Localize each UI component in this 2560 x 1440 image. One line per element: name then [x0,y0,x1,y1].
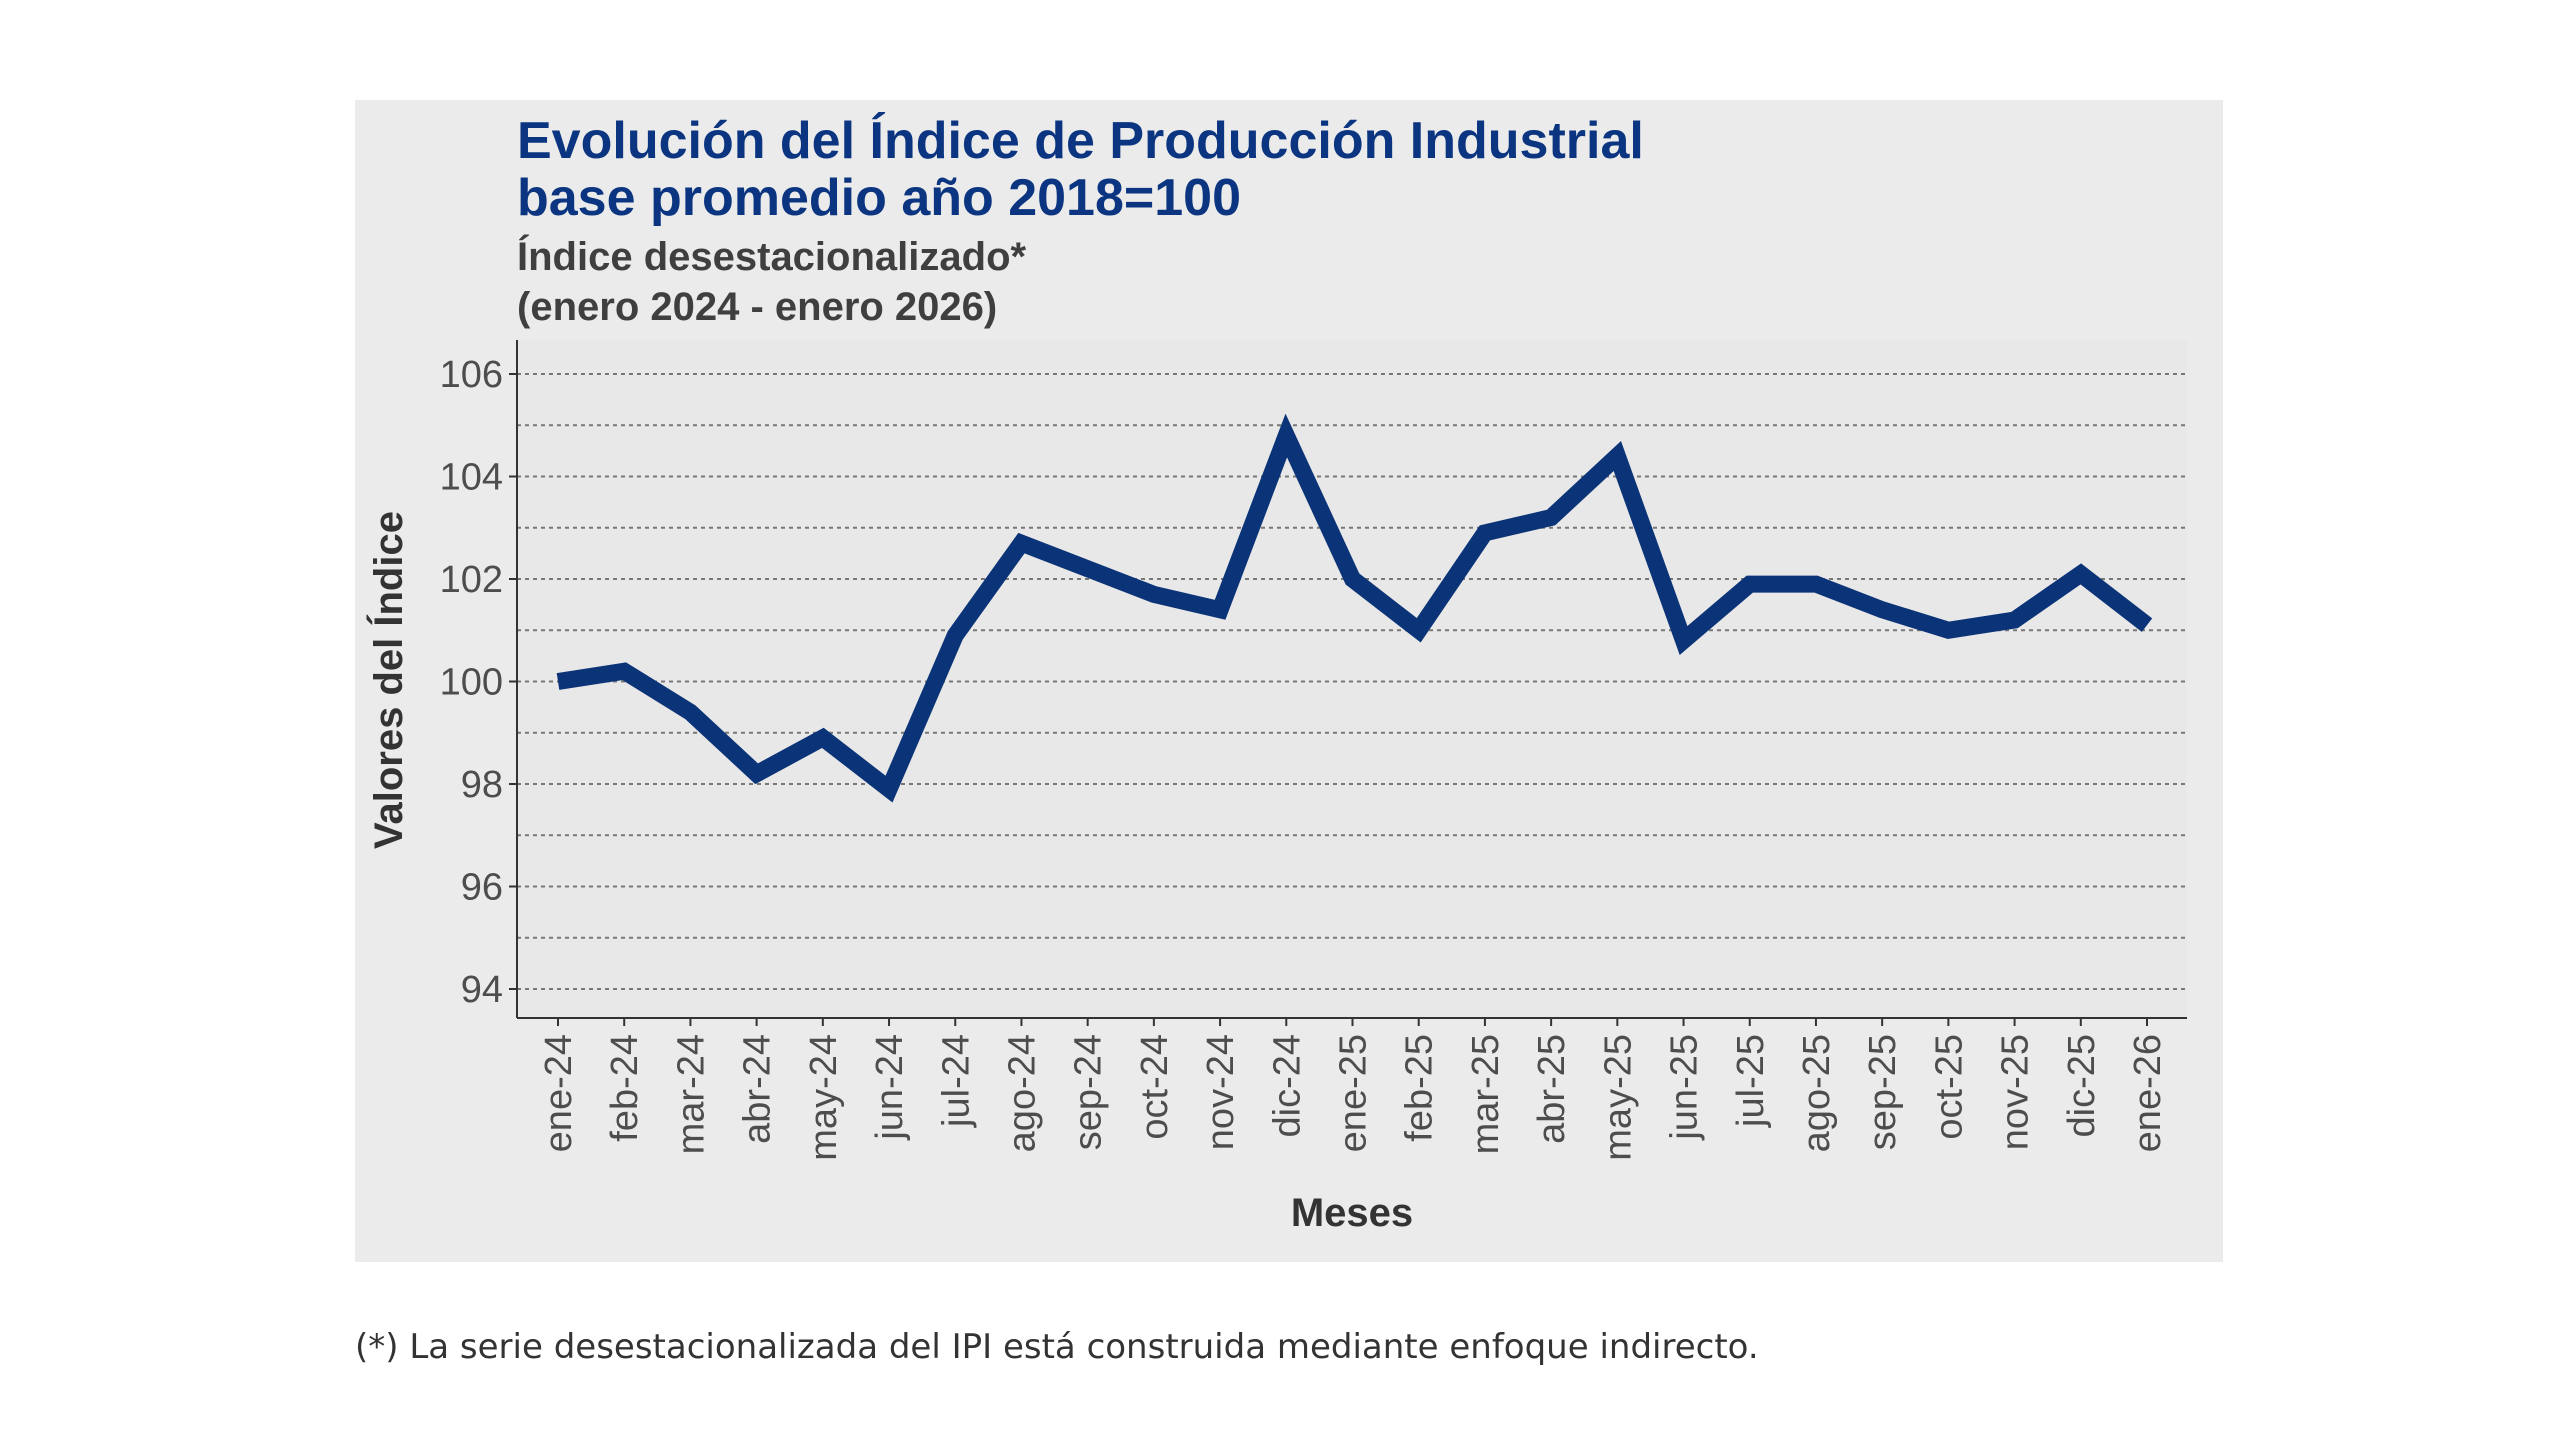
x-tick-label: oct-24 [1134,1034,1176,1140]
x-tick-label: mar-25 [1465,1034,1507,1154]
x-tick-label: dic-24 [1266,1034,1308,1138]
x-tick-label: jun-24 [869,1034,911,1141]
x-tick-label: oct-25 [1928,1034,1970,1140]
x-axis-label: Meses [1291,1191,1413,1235]
y-tick-label: 102 [440,559,503,601]
plot-area [517,340,2187,1018]
x-tick-label: may-24 [803,1034,845,1161]
y-tick-label: 98 [461,764,503,806]
y-tick-label: 96 [461,867,503,909]
x-tick-label: feb-24 [604,1034,646,1142]
x-tick-label: feb-25 [1399,1034,1441,1142]
x-tick-label: nov-25 [1995,1034,2037,1150]
y-axis-label: Valores del Índice [366,511,411,849]
y-tick-label: 106 [440,354,503,396]
x-tick-label: sep-24 [1068,1034,1110,1150]
x-tick-label: ago-24 [1001,1034,1043,1152]
x-tick-label: abr-25 [1531,1034,1573,1144]
x-tick-label: abr-24 [737,1034,779,1144]
footnote: (*) La serie desestacionalizada del IPI … [355,1327,1759,1367]
x-tick-label: mar-24 [670,1034,712,1154]
y-tick-label: 104 [440,457,503,499]
y-tick-label: 100 [440,662,503,704]
x-tick-label: sep-25 [1862,1034,1904,1150]
chart-subtitle: Índice desestacionalizado* [517,234,1026,279]
chart-title-line2: base promedio año 2018=100 [517,169,1241,227]
x-tick-label: jul-24 [935,1034,977,1128]
x-tick-label: jul-25 [1730,1034,1772,1128]
chart-subtitle-line2: (enero 2024 - enero 2026) [517,285,997,329]
chart-title: Evolución del Índice de Producción Indus… [517,112,1644,170]
x-tick-label: dic-25 [2061,1034,2103,1138]
x-tick-label: jun-25 [1664,1034,1706,1141]
x-tick-label: ene-26 [2127,1034,2169,1152]
x-tick-label: ago-25 [1796,1034,1838,1152]
x-tick-label: nov-24 [1200,1034,1242,1150]
x-tick-label: ene-24 [538,1034,580,1152]
y-tick-label: 94 [461,969,503,1011]
x-tick-label: ene-25 [1333,1034,1375,1152]
x-tick-label: may-25 [1597,1034,1639,1161]
